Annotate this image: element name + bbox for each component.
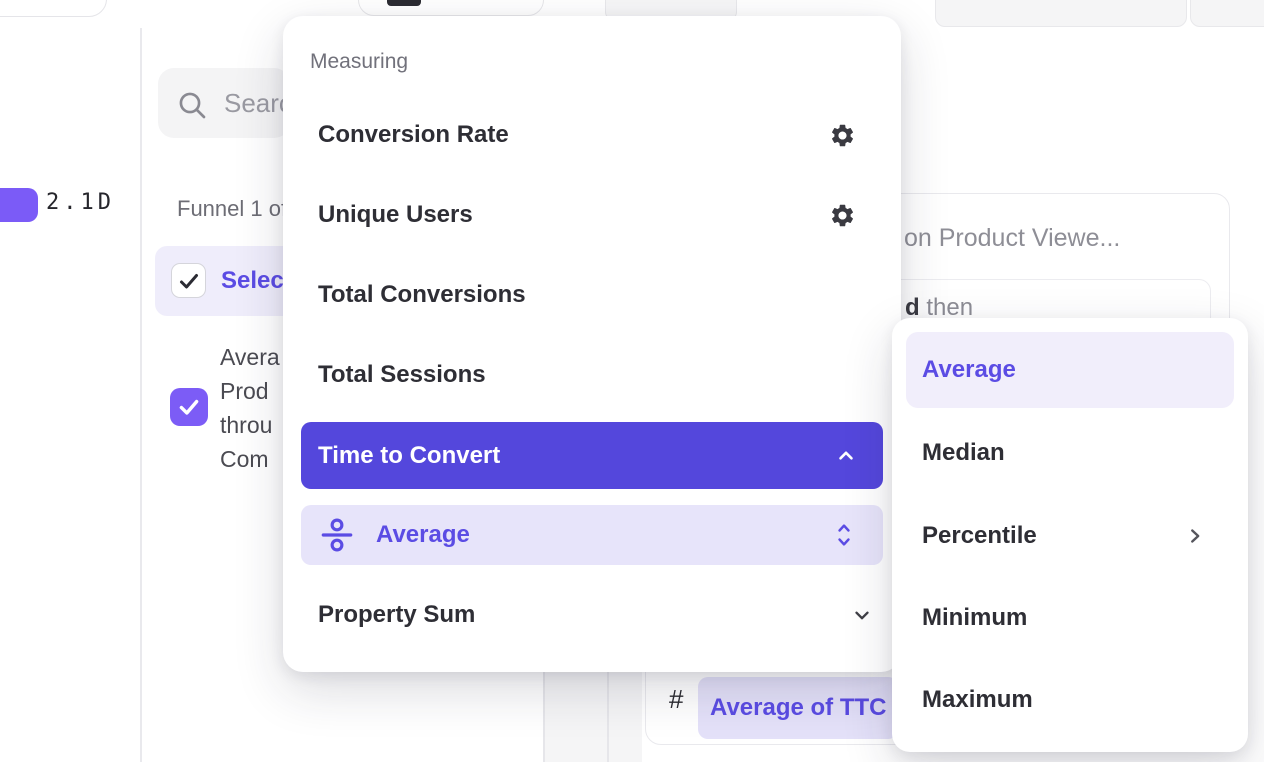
metric-description: Avera Prod throu Com xyxy=(220,340,286,476)
agg-item-label: Percentile xyxy=(922,522,1037,549)
agg-item-label: Average xyxy=(922,356,1016,383)
search-icon xyxy=(176,89,208,121)
gear-icon[interactable] xyxy=(829,122,856,149)
search-input[interactable] xyxy=(224,70,290,136)
agg-item-average-selected[interactable]: Average xyxy=(906,332,1234,408)
agg-item-percentile[interactable]: Percentile xyxy=(892,495,1248,577)
aggregation-dropdown: Average Median Percentile Minimum Maximu… xyxy=(892,318,1248,752)
checkbox-checked[interactable] xyxy=(171,263,206,298)
menu-item-label: Conversion Rate xyxy=(318,121,509,148)
measuring-menu-header: Measuring xyxy=(310,50,409,73)
partial-header-box xyxy=(1190,0,1264,27)
partial-toolbar-box xyxy=(358,0,544,16)
menu-item-total-sessions[interactable]: Total Sessions xyxy=(283,335,901,415)
menu-item-conversion-rate[interactable]: Conversion Rate xyxy=(283,95,901,175)
step-event-label: on Product Viewe... xyxy=(904,224,1121,252)
menu-item-property-sum[interactable]: Property Sum xyxy=(283,577,901,653)
step-duration-label: 2.1D xyxy=(46,190,115,215)
menu-item-unique-users[interactable]: Unique Users xyxy=(283,175,901,255)
measuring-dropdown: Measuring Conversion Rate Unique Users T… xyxy=(283,16,901,672)
chevron-up-icon xyxy=(835,445,857,467)
description-line: throu xyxy=(220,412,273,438)
description-line: Avera xyxy=(220,344,280,370)
column-gutter xyxy=(543,672,642,762)
average-divide-icon xyxy=(318,516,356,554)
partial-card-top-left xyxy=(0,0,107,17)
menu-item-total-conversions[interactable]: Total Conversions xyxy=(283,255,901,335)
up-down-icon xyxy=(835,521,853,549)
column-divider xyxy=(607,672,609,762)
sub-option-label: Average xyxy=(376,521,470,548)
agg-item-label: Median xyxy=(922,439,1005,466)
menu-item-label: Unique Users xyxy=(318,201,473,228)
column-divider xyxy=(543,672,545,762)
selected-row-label: Select xyxy=(221,267,292,294)
menu-item-label: Total Conversions xyxy=(318,281,526,308)
description-line: Com xyxy=(220,446,269,472)
chevron-right-icon xyxy=(1184,525,1206,547)
checkbox-checked-purple[interactable] xyxy=(170,388,208,426)
partial-header-box xyxy=(935,0,1187,27)
menu-item-label: Total Sessions xyxy=(318,361,486,388)
partial-toolbar-icon xyxy=(387,0,421,6)
metric-selector-pill[interactable]: Average of TTC xyxy=(698,677,915,739)
menu-item-time-to-convert-selected[interactable]: Time to Convert xyxy=(301,422,883,489)
gear-icon[interactable] xyxy=(829,202,856,229)
chevron-down-icon xyxy=(851,604,873,626)
funnel-counter-label: Funnel 1 of xyxy=(177,196,283,221)
agg-item-maximum[interactable]: Maximum xyxy=(892,659,1248,741)
agg-item-label: Minimum xyxy=(922,604,1028,631)
menu-item-label: Time to Convert xyxy=(318,441,501,469)
left-panel-divider xyxy=(140,28,142,762)
agg-item-median[interactable]: Median xyxy=(892,412,1248,494)
step-duration-badge xyxy=(0,188,38,222)
agg-item-minimum[interactable]: Minimum xyxy=(892,577,1248,659)
numeric-type-symbol: # xyxy=(669,684,684,714)
and-then-label: d then xyxy=(905,294,973,322)
description-line: Prod xyxy=(220,378,269,404)
sub-option-average[interactable]: Average xyxy=(301,505,883,565)
metric-pill-label: Average of TTC xyxy=(710,694,887,721)
and-then-prefix: d xyxy=(905,294,920,321)
agg-item-label: Maximum xyxy=(922,686,1033,713)
menu-item-label: Property Sum xyxy=(318,601,476,628)
and-then-word: then xyxy=(926,294,974,321)
